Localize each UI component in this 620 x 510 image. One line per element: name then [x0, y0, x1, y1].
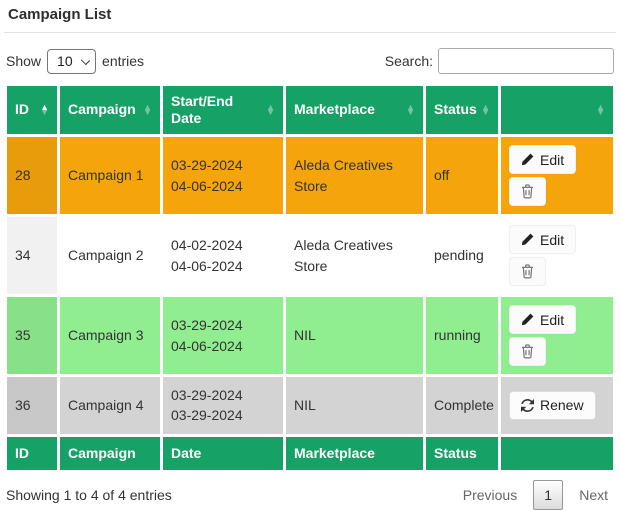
- page-length-control: Show 10 entries: [6, 48, 145, 74]
- column-header-status[interactable]: Status ▲ ▼: [426, 86, 498, 134]
- entries-label: entries: [102, 53, 145, 69]
- cell-id: 34: [7, 217, 57, 294]
- next-page-button[interactable]: Next: [579, 486, 608, 503]
- pencil-icon: [521, 233, 534, 246]
- column-header-start-end-date[interactable]: Start/End Date ▲ ▼: [163, 86, 283, 134]
- table-controls: Show 10 entries Search:: [6, 48, 614, 74]
- column-header-marketplace[interactable]: Marketplace ▲ ▼: [286, 86, 423, 134]
- table-header: ID ▲ ▼ Campaign ▲ ▼ Start/End Date ▲ ▼: [7, 86, 613, 134]
- table-row-campaign-3: 35 Campaign 3 03-29-2024 04-06-2024 NIL …: [7, 297, 613, 374]
- footer-header-marketplace: Marketplace: [286, 436, 423, 470]
- cell-actions: Edit: [501, 217, 613, 294]
- refresh-icon: [521, 398, 534, 412]
- sort-arrows-icon: ▲ ▼: [481, 102, 490, 117]
- cell-status: pending: [426, 217, 498, 294]
- search-input[interactable]: [438, 48, 614, 74]
- footer-header-status: Status: [426, 436, 498, 470]
- cell-status: off: [426, 137, 498, 214]
- cell-status: running: [426, 297, 498, 374]
- cell-id: 35: [7, 297, 57, 374]
- pencil-icon: [521, 313, 534, 326]
- cell-campaign: Campaign 4: [60, 377, 160, 434]
- search-control: Search:: [385, 48, 614, 74]
- edit-button[interactable]: Edit: [509, 145, 577, 174]
- cell-date: 03-29-2024 04-06-2024: [163, 137, 283, 214]
- cell-marketplace: NIL: [286, 377, 423, 434]
- pencil-icon: [521, 153, 534, 166]
- cell-date: 03-29-2024 03-29-2024: [163, 377, 283, 434]
- table-body: 28 Campaign 1 03-29-2024 04-06-2024 Aled…: [7, 137, 613, 434]
- previous-page-button[interactable]: Previous: [462, 486, 518, 503]
- show-label: Show: [6, 53, 42, 69]
- sort-arrows-icon: ▲ ▼: [143, 102, 152, 117]
- footer-header-id: ID: [7, 436, 57, 470]
- delete-button[interactable]: [509, 337, 546, 366]
- delete-button[interactable]: [509, 257, 546, 286]
- search-label: Search:: [384, 53, 433, 69]
- cell-campaign: Campaign 1: [60, 137, 160, 214]
- footer-header-date: Date: [163, 436, 283, 470]
- trash-icon: [521, 344, 534, 359]
- sort-arrows-icon: ▲ ▼: [596, 102, 605, 117]
- page-number-button[interactable]: 1: [533, 479, 564, 510]
- trash-icon: [521, 184, 534, 199]
- cell-marketplace: Aleda Creatives Store: [286, 137, 423, 214]
- renew-button[interactable]: Renew: [509, 390, 596, 420]
- edit-button[interactable]: Edit: [509, 225, 577, 254]
- table-bottom-bar: Showing 1 to 4 of 4 entries Previous 1 N…: [6, 479, 614, 510]
- table-row-campaign-1: 28 Campaign 1 03-29-2024 04-06-2024 Aled…: [7, 137, 613, 214]
- sort-arrows-icon: ▲ ▼: [406, 102, 415, 117]
- cell-marketplace: NIL: [286, 297, 423, 374]
- sort-arrows-icon: ▲ ▼: [40, 102, 49, 117]
- table-row-campaign-2: 34 Campaign 2 04-02-2024 04-06-2024 Aled…: [7, 217, 613, 294]
- cell-actions: Edit: [501, 297, 613, 374]
- footer-header-actions: [501, 436, 613, 470]
- cell-campaign: Campaign 2: [60, 217, 160, 294]
- page-title: Campaign List: [8, 6, 112, 23]
- cell-campaign: Campaign 3: [60, 297, 160, 374]
- cell-actions: Edit: [501, 137, 613, 214]
- edit-button[interactable]: Edit: [509, 305, 577, 334]
- table-info: Showing 1 to 4 of 4 entries: [6, 486, 172, 503]
- trash-icon: [521, 264, 534, 279]
- cell-marketplace: Aleda Creatives Store: [286, 217, 423, 294]
- table-row-campaign-4: 36 Campaign 4 03-29-2024 03-29-2024 NIL …: [7, 377, 613, 434]
- cell-id: 36: [7, 377, 57, 434]
- page-length-select[interactable]: 10: [47, 48, 97, 74]
- pagination: Previous 1 Next: [457, 479, 614, 510]
- column-header-campaign[interactable]: Campaign ▲ ▼: [60, 86, 160, 134]
- column-header-actions[interactable]: ▲ ▼: [501, 86, 613, 134]
- title-divider: [4, 32, 616, 33]
- cell-id: 28: [7, 137, 57, 214]
- page-length-select-wrap: 10: [47, 48, 97, 74]
- cell-date: 04-02-2024 04-06-2024: [163, 217, 283, 294]
- cell-actions: Renew: [501, 377, 613, 434]
- cell-date: 03-29-2024 04-06-2024: [163, 297, 283, 374]
- delete-button[interactable]: [509, 177, 546, 206]
- sort-arrows-icon: ▲ ▼: [266, 102, 275, 117]
- table-footer-header: ID Campaign Date Marketplace Status: [7, 436, 613, 470]
- column-header-id[interactable]: ID ▲ ▼: [7, 86, 57, 134]
- footer-header-campaign: Campaign: [60, 436, 160, 470]
- cell-status: Complete: [426, 377, 498, 434]
- campaign-table: ID ▲ ▼ Campaign ▲ ▼ Start/End Date ▲ ▼: [4, 83, 616, 473]
